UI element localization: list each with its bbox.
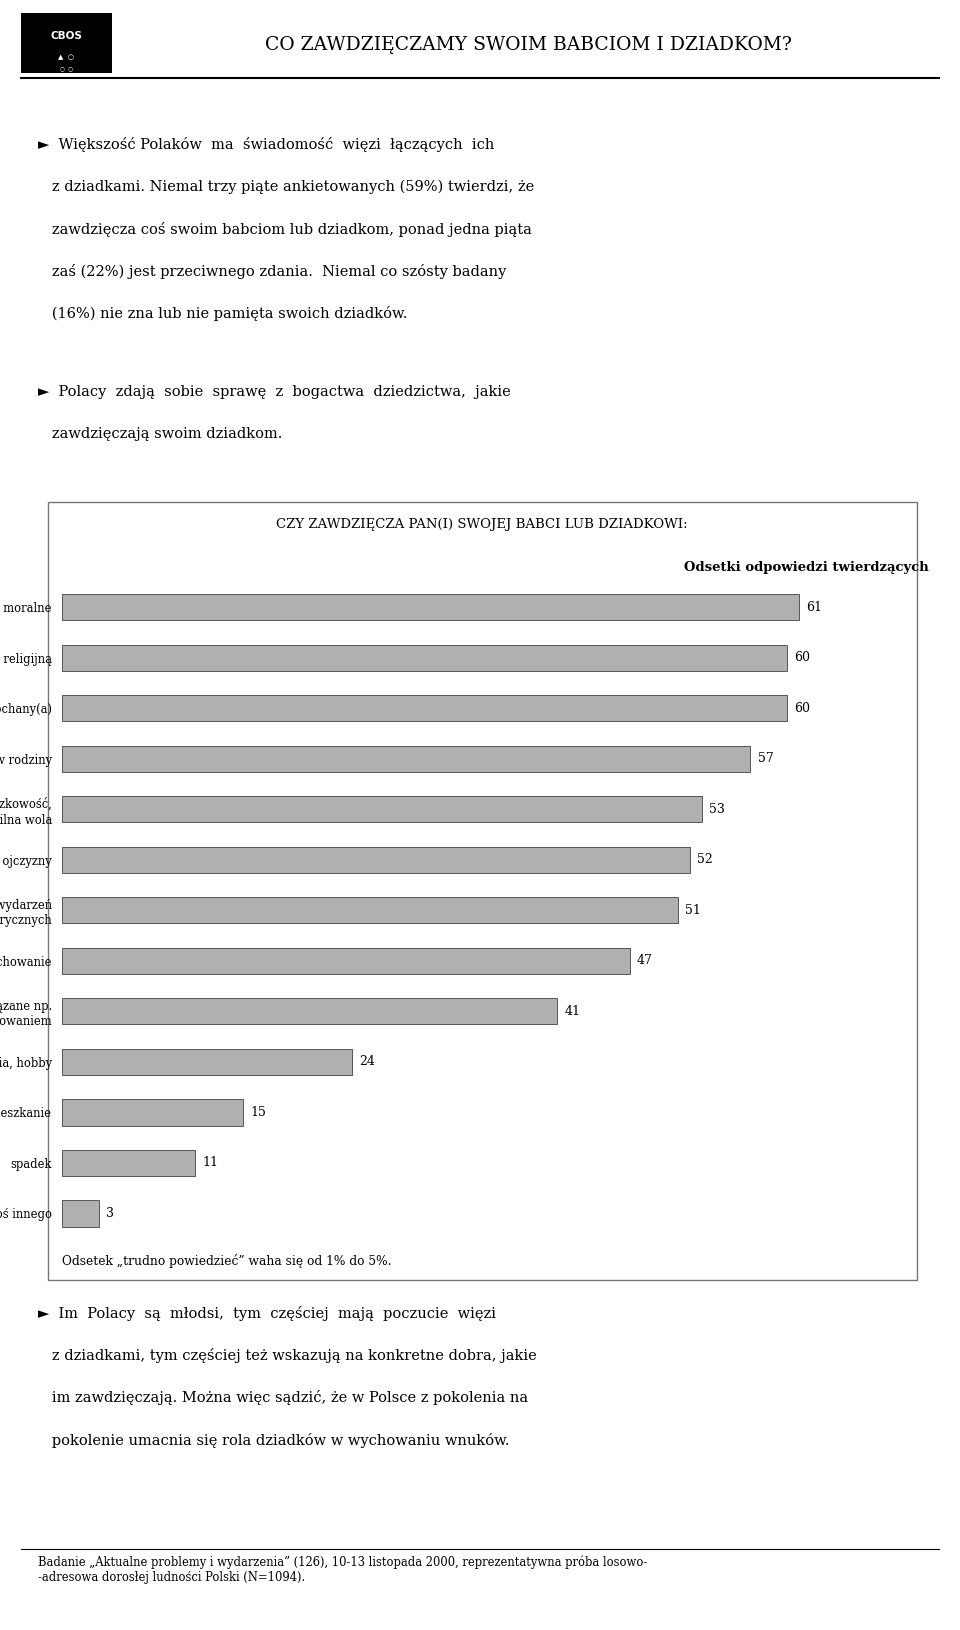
Text: Odsetek „trudno powiedzieć” waha się od 1% do 5%.: Odsetek „trudno powiedzieć” waha się od … [62, 1253, 392, 1268]
Text: 47: 47 [636, 954, 653, 967]
Text: im zawdzięczają. Można więc sądzić, że w Polsce z pokolenia na: im zawdzięczają. Można więc sądzić, że w… [38, 1390, 529, 1405]
Text: ►  Im  Polacy  są  młodsi,  tym  częściej  mają  poczucie  więzi: ► Im Polacy są młodsi, tym częściej mają… [38, 1306, 496, 1320]
Bar [62, 645, 786, 672]
Bar [62, 947, 630, 975]
Text: 57: 57 [757, 753, 774, 766]
Bar [62, 1048, 352, 1076]
Bar [62, 846, 690, 874]
Text: ○  ○: ○ ○ [60, 65, 73, 72]
Bar [21, 13, 112, 73]
Text: ▲  ○: ▲ ○ [59, 54, 74, 60]
Bar [62, 897, 678, 924]
Text: zawdzięcza coś swoim babciom lub dziadkom, ponad jedna piąta: zawdzięcza coś swoim babciom lub dziadko… [38, 222, 532, 236]
Text: z dziadkami. Niemal trzy piąte ankietowanych (59%) twierdzi, że: z dziadkami. Niemal trzy piąte ankietowa… [38, 179, 535, 194]
Bar [62, 1099, 244, 1125]
Bar [62, 795, 702, 823]
Text: 61: 61 [805, 601, 822, 615]
Text: 3: 3 [106, 1206, 114, 1219]
Bar [62, 696, 786, 722]
Text: 60: 60 [794, 652, 809, 665]
Bar [62, 1149, 195, 1175]
Text: 52: 52 [697, 854, 713, 867]
Text: CZY ZAWDZIĘCZA PAN(I) SWOJEJ BABCI LUB DZIADKOWI:: CZY ZAWDZIĘCZA PAN(I) SWOJEJ BABCI LUB D… [276, 518, 687, 531]
Text: CBOS: CBOS [50, 31, 83, 41]
Text: 15: 15 [251, 1105, 267, 1118]
Bar [62, 595, 799, 621]
Text: 51: 51 [685, 905, 701, 916]
Text: 24: 24 [359, 1055, 375, 1068]
Bar [48, 502, 917, 1280]
Text: ►  Większość Polaków  ma  świadomość  więzi  łączących  ich: ► Większość Polaków ma świadomość więzi … [38, 137, 494, 152]
Bar [62, 745, 751, 773]
Bar [62, 1200, 99, 1226]
Text: z dziadkami, tym częściej też wskazują na konkretne dobra, jakie: z dziadkami, tym częściej też wskazują n… [38, 1348, 538, 1363]
Text: 11: 11 [203, 1156, 218, 1169]
Text: ►  Polacy  zdają  sobie  sprawę  z  bogactwa  dziedzictwa,  jakie: ► Polacy zdają sobie sprawę z bogactwa d… [38, 385, 511, 399]
Text: zaś (22%) jest przeciwnego zdania.  Niemal co szósty badany: zaś (22%) jest przeciwnego zdania. Niema… [38, 264, 507, 279]
Text: 53: 53 [709, 804, 725, 817]
Text: zawdzięczają swoim dziadkom.: zawdzięczają swoim dziadkom. [38, 427, 283, 442]
Text: Badanie „Aktualne problemy i wydarzenia” (126), 10-13 listopada 2000, reprezenta: Badanie „Aktualne problemy i wydarzenia”… [38, 1555, 648, 1583]
Text: 60: 60 [794, 703, 809, 716]
Bar [62, 998, 557, 1025]
Text: Odsetki odpowiedzi twierdzących: Odsetki odpowiedzi twierdzących [684, 561, 928, 574]
Text: (16%) nie zna lub nie pamięta swoich dziadków.: (16%) nie zna lub nie pamięta swoich dzi… [38, 306, 408, 321]
Text: 41: 41 [564, 1004, 581, 1017]
Text: CO ZAWDZIĘCZAMY SWOIM BABCIOM I DZIADKOM?: CO ZAWDZIĘCZAMY SWOIM BABCIOM I DZIADKOM… [265, 36, 791, 54]
Text: pokolenie umacnia się rola dziadków w wychowaniu wnuków.: pokolenie umacnia się rola dziadków w wy… [38, 1433, 510, 1447]
